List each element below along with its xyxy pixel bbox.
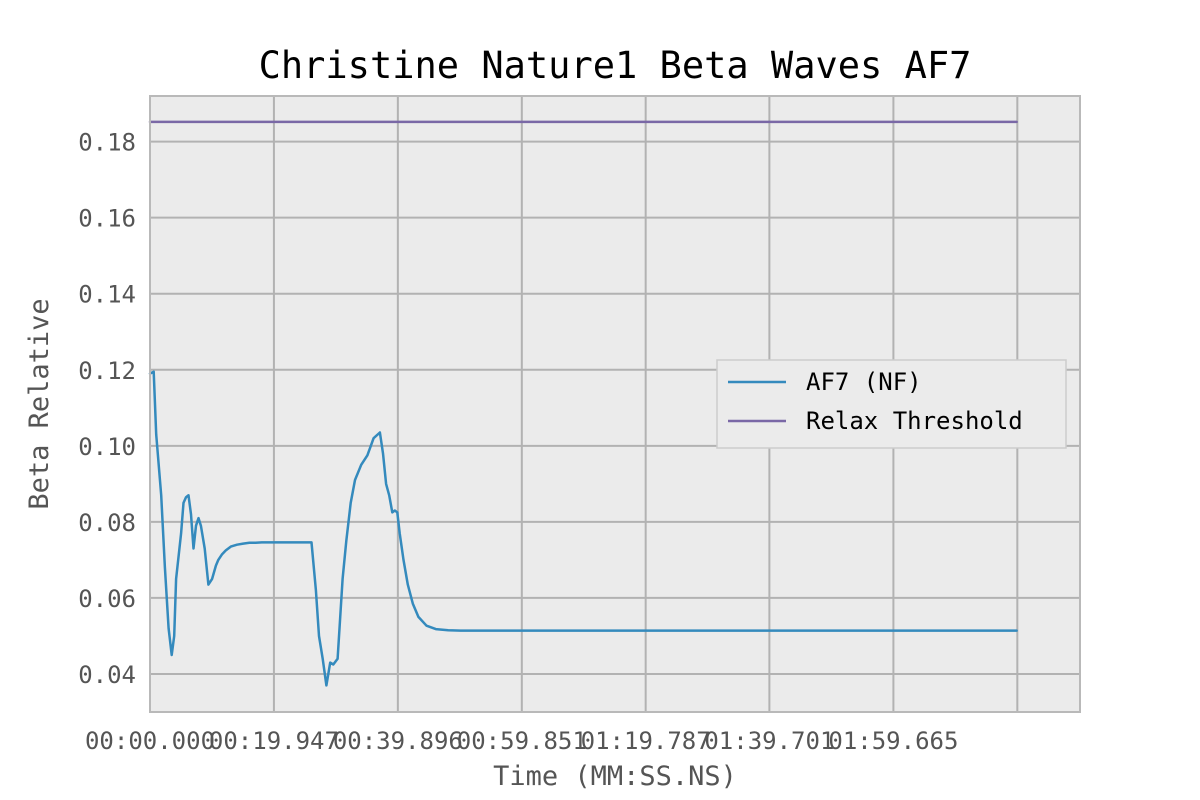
legend-label-relax-threshold: Relax Threshold: [806, 407, 1023, 435]
y-tick-labels: 0.04 0.06 0.08 0.10 0.12 0.14 0.16 0.18: [78, 129, 136, 689]
legend: AF7 (NF) Relax Threshold: [716, 359, 1067, 449]
x-tick-label: 00:00.000: [85, 727, 215, 755]
y-tick-label: 0.16: [78, 205, 136, 233]
x-tick-labels: 00:00.00000:19.94700:39.89600:59.85101:1…: [85, 727, 958, 755]
series-layer: [148, 120, 1018, 687]
x-tick-label: 00:59.851: [457, 727, 587, 755]
x-axis-label: Time (MM:SS.NS): [493, 761, 737, 792]
plot-frame: [149, 95, 1081, 713]
x-tick-label: 01:39.701: [704, 727, 834, 755]
x-tick-label: 01:59.665: [828, 727, 958, 755]
y-tick-label: 0.08: [78, 509, 136, 537]
legend-label-af7: AF7 (NF): [806, 368, 922, 396]
y-tick-label: 0.14: [78, 281, 136, 309]
chart-title: Christine Nature1 Beta Waves AF7: [259, 44, 972, 87]
series-line-af7: [148, 370, 1018, 687]
y-axis-label: Beta Relative: [24, 298, 55, 509]
y-tick-label: 0.06: [78, 585, 136, 613]
x-tick-label: 01:19.787: [581, 727, 711, 755]
y-tick-label: 0.18: [78, 129, 136, 157]
x-tick-label: 00:19.947: [209, 727, 339, 755]
y-tick-label: 0.04: [78, 661, 136, 689]
y-tick-label: 0.12: [78, 357, 136, 385]
y-tick-label: 0.10: [78, 433, 136, 461]
legend-box: [716, 359, 1067, 449]
x-tick-label: 00:39.896: [333, 727, 463, 755]
